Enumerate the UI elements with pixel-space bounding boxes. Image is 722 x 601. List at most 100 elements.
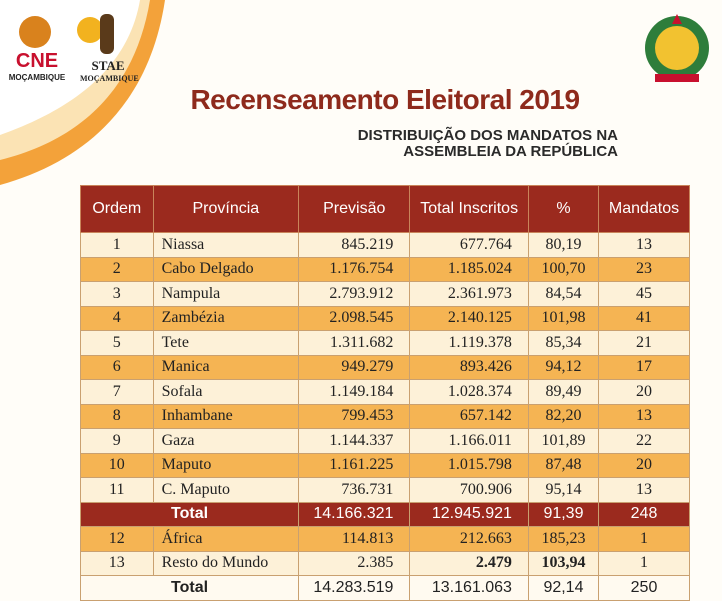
- table-cell: C. Maputo: [152, 477, 300, 503]
- table-cell: 21: [598, 330, 690, 356]
- table-cell: 82,20: [527, 403, 600, 429]
- table-cell: 7: [80, 379, 154, 405]
- table-cell: 80,19: [527, 232, 600, 258]
- table-row: 12 África 114.813 212.663 185,23 1: [80, 526, 690, 552]
- table-row: 13 Resto do Mundo 2.385 2.479 103,94 1: [80, 550, 690, 576]
- table-cell: 92,14: [527, 575, 600, 601]
- table-cell: 91,39: [527, 501, 600, 527]
- table-cell: Gaza: [152, 428, 300, 454]
- table-cell: 14.283.519: [298, 575, 411, 601]
- table-cell: 677.764: [409, 232, 529, 258]
- table-cell: Zambézia: [152, 305, 300, 331]
- table-row: 6 Manica 949.279 893.426 94,12 17: [80, 354, 690, 380]
- table-cell: Manica: [152, 354, 300, 380]
- title: Recenseamento Eleitoral 2019: [190, 84, 580, 115]
- table-row: 5 Tete 1.311.682 1.119.378 85,34 21: [80, 330, 690, 356]
- subtitle-line: ASSEMBLEIA DA REPÚBLICA: [403, 143, 618, 160]
- table-cell: 10: [80, 452, 154, 478]
- column-header: Total Inscritos: [409, 185, 529, 233]
- table-cell: 1.119.378: [409, 330, 529, 356]
- table-cell: 23: [598, 256, 690, 282]
- table-cell: Resto do Mundo: [152, 550, 300, 576]
- table-cell: 9: [80, 428, 154, 454]
- column-header: Ordem: [80, 185, 154, 233]
- table-row: Total 14.166.321 12.945.921 91,39 248: [79, 501, 690, 527]
- table-row: 10 Maputo 1.161.225 1.015.798 87,48 20: [80, 452, 690, 478]
- table-cell: 5: [80, 330, 154, 356]
- table-cell: 89,49: [527, 379, 600, 405]
- table-cell: 799.453: [298, 403, 411, 429]
- table-cell: 657.142: [409, 403, 529, 429]
- table-cell: 101,89: [527, 428, 600, 454]
- table-cell: 100,70: [527, 256, 600, 282]
- table-cell: Total: [79, 575, 300, 601]
- table-cell: Niassa: [152, 232, 300, 258]
- table-cell: 1: [80, 232, 154, 258]
- table-cell: 212.663: [409, 526, 529, 552]
- table-cell: 85,34: [527, 330, 600, 356]
- table-row: 1 Niassa 845.219 677.764 80,19 13: [80, 232, 690, 258]
- table-cell: Tete: [152, 330, 300, 356]
- logo-name: CNE: [15, 50, 59, 72]
- table-cell: 45: [598, 281, 690, 307]
- table-cell: 103,94: [527, 550, 600, 576]
- table-cell: 13: [598, 403, 690, 429]
- table-cell: 1.144.337: [298, 428, 411, 454]
- table-cell: África: [152, 526, 300, 552]
- table-cell: 4: [80, 305, 154, 331]
- table-row: 9 Gaza 1.144.337 1.166.011 101,89 22: [80, 428, 690, 454]
- table-cell: 845.219: [298, 232, 411, 258]
- subtitle: DISTRIBUIÇÃO DOS MANDATOS NA ASSEMBLEIA …: [358, 128, 618, 160]
- table-cell: 11: [80, 477, 154, 503]
- table-cell: 1.149.184: [298, 379, 411, 405]
- table-cell: Cabo Delgado: [152, 256, 300, 282]
- table-row: 4 Zambézia 2.098.545 2.140.125 101,98 41: [80, 305, 690, 331]
- table-cell: 17: [598, 354, 690, 380]
- table-cell: 248: [598, 501, 690, 527]
- table-cell: 87,48: [527, 452, 600, 478]
- table-cell: 1.028.374: [409, 379, 529, 405]
- table-cell: 12.945.921: [409, 501, 529, 527]
- table-cell: Nampula: [152, 281, 300, 307]
- table-cell: 6: [80, 354, 154, 380]
- table-cell: 1.161.225: [298, 452, 411, 478]
- table-cell: 1: [598, 526, 690, 552]
- table-cell: 1: [598, 550, 690, 576]
- table-cell: 736.731: [298, 477, 411, 503]
- table-cell: 1.176.754: [298, 256, 411, 282]
- table-cell: 101,98: [527, 305, 600, 331]
- table-cell: 2.385: [298, 550, 411, 576]
- table-cell: 20: [598, 452, 690, 478]
- table-cell: Maputo: [152, 452, 300, 478]
- table-cell: 1.185.024: [409, 256, 529, 282]
- table-row: 7 Sofala 1.149.184 1.028.374 89,49 20: [80, 379, 690, 405]
- table-cell: 94,12: [527, 354, 600, 380]
- table-cell: 95,14: [527, 477, 600, 503]
- table-row: 8 Inhambane 799.453 657.142 82,20 13: [80, 403, 690, 429]
- table-cell: 250: [598, 575, 690, 601]
- table-cell: Sofala: [152, 379, 300, 405]
- logo-country: MOÇAMBIQUE: [8, 73, 66, 82]
- table-cell: 893.426: [409, 354, 529, 380]
- table-cell: 20: [598, 379, 690, 405]
- table-cell: 2.479: [409, 550, 529, 576]
- table-cell: 114.813: [298, 526, 411, 552]
- table-cell: 1.015.798: [409, 452, 529, 478]
- column-header: Previsão: [298, 185, 411, 233]
- table-cell: 22: [598, 428, 690, 454]
- column-header: %: [527, 185, 600, 233]
- table-cell: 13: [80, 550, 154, 576]
- logo-name: STAE: [91, 58, 125, 73]
- table-cell: 8: [80, 403, 154, 429]
- table-row: 11 C. Maputo 736.731 700.906 95,14 13: [80, 477, 690, 503]
- column-header: Mandatos: [598, 185, 690, 233]
- table-cell: 949.279: [298, 354, 411, 380]
- cne-logo: CNE MOÇAMBIQUE: [8, 50, 66, 82]
- table-cell: 1.311.682: [298, 330, 411, 356]
- table-cell: Inhambane: [152, 403, 300, 429]
- table-cell: 2.361.973: [409, 281, 529, 307]
- table-cell: 2: [80, 256, 154, 282]
- table-cell: Total: [79, 501, 300, 527]
- table-cell: 12: [80, 526, 154, 552]
